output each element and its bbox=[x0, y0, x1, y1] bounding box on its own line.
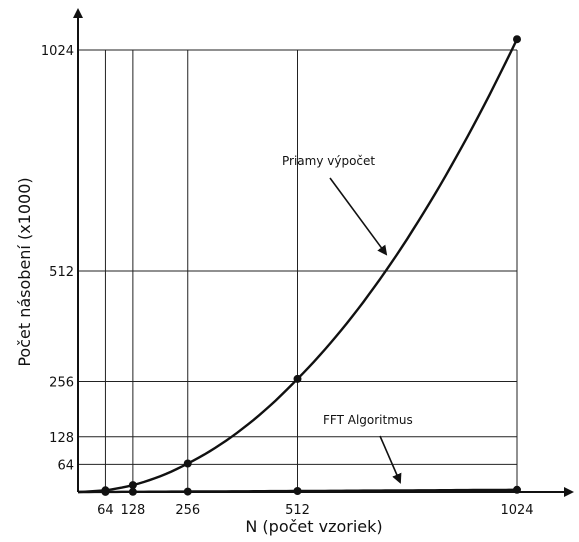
x-tick-label-1024: 1024 bbox=[500, 503, 533, 518]
series-1-point-256 bbox=[183, 459, 192, 468]
annotation-label-1: Priamy výpočet bbox=[282, 154, 375, 168]
y-tick-label-128: 128 bbox=[49, 431, 74, 446]
series-2-point-256 bbox=[183, 487, 192, 496]
series-layer bbox=[77, 35, 521, 496]
series-2-point-128 bbox=[128, 487, 137, 496]
annotation-arrow-1 bbox=[329, 177, 388, 256]
series-2-point-512 bbox=[293, 487, 302, 496]
annotation-label-2: FFT Algoritmus bbox=[323, 413, 413, 427]
series-1-point-128 bbox=[128, 481, 137, 490]
y-tick-label-512: 512 bbox=[49, 265, 74, 280]
tick-labels: 64 128 256 512 1024 64 128 256 512 1024 bbox=[41, 44, 534, 518]
y-tick-label-1024: 1024 bbox=[41, 44, 74, 59]
x-tick-label-256: 256 bbox=[175, 503, 200, 518]
y-tick-label-64: 64 bbox=[57, 458, 74, 473]
y-tick-label-256: 256 bbox=[49, 376, 74, 391]
y-axis-label: Počet násobení (x1000) bbox=[15, 177, 34, 366]
annotation-arrow-2 bbox=[379, 435, 402, 484]
x-tick-label-128: 128 bbox=[120, 503, 145, 518]
series-1-point-1024 bbox=[513, 35, 521, 44]
grid bbox=[78, 49, 518, 492]
series-2-point-64 bbox=[101, 487, 110, 496]
annotations: Priamy výpočet FFT Algoritmus bbox=[282, 154, 413, 484]
x-axis-label: N (počet vzoriek) bbox=[245, 517, 382, 536]
x-tick-label-64: 64 bbox=[97, 503, 114, 518]
series-2-point-1024 bbox=[513, 485, 521, 494]
x-tick-label-512: 512 bbox=[285, 503, 310, 518]
series-1-point-512 bbox=[293, 374, 302, 383]
